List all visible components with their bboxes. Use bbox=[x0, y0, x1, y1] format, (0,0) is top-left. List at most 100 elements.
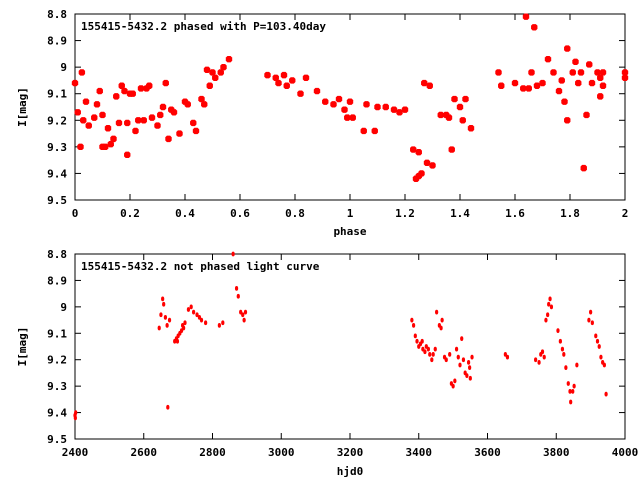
data-point bbox=[191, 309, 196, 315]
data-point bbox=[597, 93, 604, 100]
data-point bbox=[547, 301, 551, 307]
data-point bbox=[572, 58, 579, 66]
data-point bbox=[113, 93, 120, 100]
data-point bbox=[572, 383, 576, 389]
data-point bbox=[594, 333, 598, 339]
data-point bbox=[564, 365, 568, 371]
data-point bbox=[435, 309, 439, 315]
data-point bbox=[110, 135, 117, 143]
data-point bbox=[528, 69, 535, 76]
data-point bbox=[498, 82, 505, 89]
data-point bbox=[451, 383, 455, 389]
data-point bbox=[241, 312, 245, 318]
data-point bbox=[587, 317, 591, 323]
data-point bbox=[604, 391, 608, 397]
x-tick-label: 2 bbox=[622, 207, 629, 220]
data-point bbox=[423, 159, 431, 166]
data-point bbox=[371, 127, 378, 135]
data-point bbox=[542, 354, 546, 360]
data-point bbox=[192, 127, 200, 135]
y-tick-label: 9.4 bbox=[47, 407, 67, 420]
data-point bbox=[159, 103, 167, 111]
data-point bbox=[162, 79, 169, 87]
data-point bbox=[118, 82, 125, 89]
data-point bbox=[186, 307, 191, 312]
data-point bbox=[163, 315, 168, 320]
data-point bbox=[560, 346, 565, 352]
data-point bbox=[590, 320, 594, 326]
x-tick-label: 0.4 bbox=[175, 207, 195, 220]
y-tick-label: 9.3 bbox=[47, 380, 67, 393]
data-point bbox=[621, 69, 629, 76]
data-point bbox=[374, 103, 381, 111]
chart-title: 155415-5432.2 not phased light curve bbox=[81, 260, 320, 273]
x-tick-label: 0.6 bbox=[230, 207, 250, 220]
data-point bbox=[420, 338, 424, 344]
data-point bbox=[599, 354, 603, 360]
data-point bbox=[458, 362, 462, 368]
data-point bbox=[564, 45, 571, 52]
data-point bbox=[531, 24, 538, 31]
data-point bbox=[344, 114, 351, 121]
data-point bbox=[78, 69, 86, 76]
data-point bbox=[470, 354, 474, 360]
data-point bbox=[548, 296, 552, 302]
data-point bbox=[539, 79, 546, 87]
data-point bbox=[243, 309, 248, 315]
data-point bbox=[456, 103, 464, 111]
data-point bbox=[589, 309, 593, 315]
data-point bbox=[220, 63, 227, 71]
data-point bbox=[410, 146, 417, 153]
data-point bbox=[462, 95, 469, 103]
x-tick-label: 0.2 bbox=[120, 207, 140, 220]
data-point bbox=[459, 117, 466, 124]
data-point bbox=[429, 162, 436, 169]
x-tick-label: 2400 bbox=[62, 446, 89, 459]
data-point bbox=[225, 55, 233, 63]
data-point bbox=[162, 301, 166, 307]
data-point bbox=[148, 114, 156, 121]
data-point bbox=[201, 101, 208, 108]
data-point bbox=[236, 293, 240, 299]
data-point bbox=[390, 106, 398, 113]
data-point bbox=[566, 381, 570, 386]
data-point bbox=[341, 106, 348, 113]
data-point bbox=[289, 77, 296, 84]
data-point bbox=[569, 399, 573, 405]
data-point bbox=[466, 359, 471, 365]
data-point bbox=[272, 74, 279, 81]
data-point bbox=[115, 119, 123, 127]
data-point bbox=[93, 101, 101, 108]
x-tick-label: 4000 bbox=[612, 446, 639, 459]
data-point bbox=[588, 79, 596, 87]
data-point bbox=[124, 151, 131, 159]
y-tick-label: 8.8 bbox=[47, 8, 67, 21]
data-point bbox=[428, 352, 432, 357]
plot-frame bbox=[74, 13, 626, 201]
data-point bbox=[586, 61, 593, 68]
data-point bbox=[467, 125, 475, 132]
x-tick-label: 1.4 bbox=[450, 207, 470, 220]
data-point bbox=[602, 362, 606, 368]
data-point bbox=[99, 111, 106, 119]
data-point bbox=[80, 117, 87, 124]
data-point bbox=[209, 69, 216, 76]
data-point bbox=[129, 90, 136, 97]
data-point bbox=[413, 333, 417, 339]
data-point bbox=[561, 98, 568, 105]
y-axis-title: I[mag] bbox=[16, 87, 29, 127]
data-point bbox=[135, 117, 142, 124]
data-point bbox=[182, 325, 186, 331]
data-point bbox=[170, 109, 178, 116]
data-point bbox=[595, 338, 600, 344]
y-tick-label: 8.9 bbox=[47, 274, 67, 287]
data-point bbox=[212, 74, 219, 81]
y-tick-label: 9.2 bbox=[47, 354, 67, 367]
data-point bbox=[426, 346, 430, 352]
data-point bbox=[167, 317, 172, 323]
data-point bbox=[231, 251, 235, 257]
data-point bbox=[448, 352, 452, 357]
data-point bbox=[511, 79, 519, 87]
data-point bbox=[599, 82, 607, 89]
data-point bbox=[275, 79, 282, 87]
